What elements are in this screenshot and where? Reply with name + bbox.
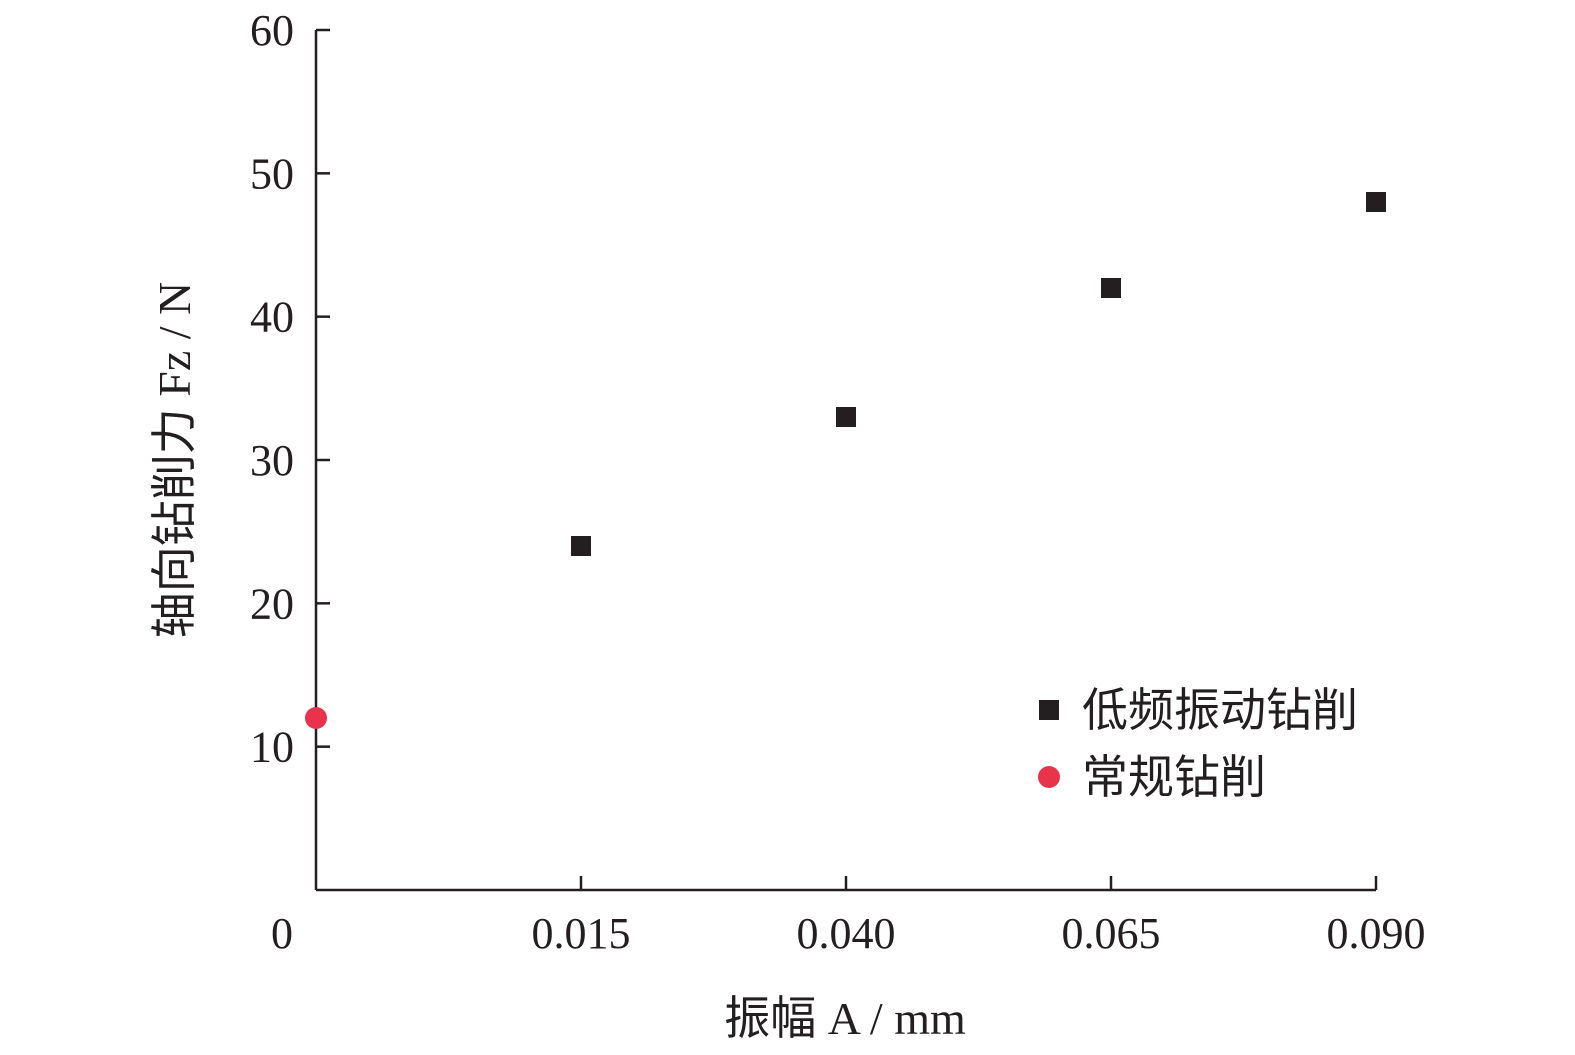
legend-marker-square <box>1039 700 1059 720</box>
x-ticks: 0 0.015 0.040 0.065 0.090 <box>271 876 1426 958</box>
y-tick-label: 30 <box>250 436 294 485</box>
data-point-square <box>1366 192 1386 212</box>
x-tick-label: 0.090 <box>1327 909 1426 958</box>
y-tick-label: 20 <box>250 579 294 628</box>
x-tick-label: 0.015 <box>532 909 631 958</box>
data-point-square <box>836 407 856 427</box>
x-tick-label: 0 <box>271 909 293 958</box>
legend-marker-circle <box>1038 766 1060 788</box>
y-tick-label: 10 <box>250 723 294 772</box>
data-point-square <box>1101 278 1121 298</box>
y-axis-title: 轴向钻削力 Fz / N <box>149 282 200 639</box>
data-points <box>305 192 1386 729</box>
legend-label-vibration: 低频振动钻削 <box>1082 685 1358 736</box>
y-tick-label: 60 <box>250 6 294 55</box>
x-tick-label: 0.065 <box>1062 909 1161 958</box>
x-tick-label: 0.040 <box>797 909 896 958</box>
y-tick-label: 40 <box>250 293 294 342</box>
x-axis-title: 振幅 A / mm <box>724 993 966 1044</box>
y-tick-label: 50 <box>250 149 294 198</box>
legend: 低频振动钻削 常规钻削 <box>1038 685 1358 803</box>
data-point-circle <box>305 707 327 729</box>
y-ticks: 10 20 30 40 50 60 <box>250 6 330 772</box>
legend-label-conventional: 常规钻削 <box>1082 752 1266 803</box>
data-point-square <box>571 536 591 556</box>
